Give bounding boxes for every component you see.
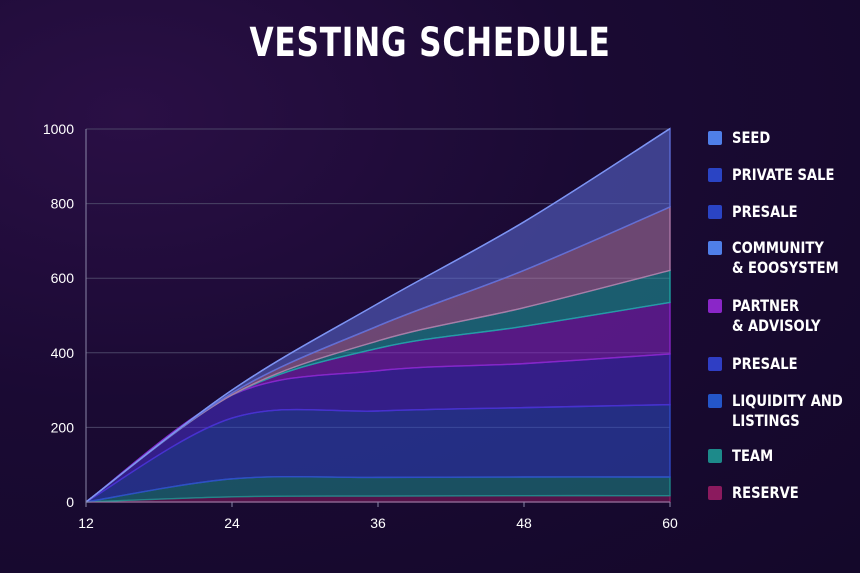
legend-label: PRIVATE SALE [732, 165, 835, 184]
legend-label: SEED [732, 128, 771, 147]
legend-item: LIQUIDITY AND LISTINGS [708, 391, 860, 431]
legend-item: RESERVE [708, 483, 860, 503]
series-areas [85, 127, 671, 503]
legend-swatch [708, 299, 722, 313]
y-tick-label: 800 [51, 196, 75, 212]
legend-label: COMMUNITY & EOOSYSTEM [732, 238, 839, 277]
legend-label: PRESALE [732, 354, 798, 373]
legend-swatch [708, 168, 722, 182]
x-tick-label: 60 [662, 515, 678, 531]
legend-item: TEAM [708, 446, 860, 466]
legend-swatch [708, 205, 722, 219]
y-tick-label: 200 [51, 419, 75, 435]
legend-label: PARTNER & ADVISOLY [732, 296, 821, 335]
legend-item: PRESALE [708, 202, 860, 222]
legend-swatch [708, 449, 722, 463]
legend-swatch [708, 394, 722, 408]
legend-label: TEAM [732, 446, 774, 465]
y-tick-label: 0 [66, 494, 74, 510]
y-tick-label: 400 [51, 345, 75, 361]
x-tick-label: 48 [516, 515, 532, 531]
x-tick-label: 12 [78, 515, 94, 531]
legend-item: PRESALE [708, 354, 860, 374]
y-tick-label: 600 [51, 270, 75, 286]
legend-swatch [708, 241, 722, 255]
legend-swatch [708, 486, 722, 500]
x-tick-labels: 12 24 36 48 60 [78, 515, 678, 531]
x-tick-label: 24 [224, 515, 240, 531]
x-tick-label: 36 [370, 515, 386, 531]
legend-swatch [708, 131, 722, 145]
legend-item: COMMUNITY & EOOSYSTEM [708, 238, 860, 278]
legend-item: PARTNER & ADVISOLY [708, 296, 860, 336]
legend-swatch [708, 357, 722, 371]
legend-label: RESERVE [732, 483, 799, 502]
legend-item: SEED [708, 128, 860, 148]
y-tick-label: 1000 [43, 121, 74, 137]
axes [85, 129, 671, 507]
legend-label: PRESALE [732, 202, 798, 221]
y-tick-labels: 0 200 400 600 800 1000 [43, 121, 74, 510]
legend-item: PRIVATE SALE [708, 165, 860, 185]
legend-label: LIQUIDITY AND LISTINGS [732, 391, 843, 430]
chart-title: VESTING SCHEDULE [249, 20, 611, 66]
total-outline [85, 128, 671, 503]
